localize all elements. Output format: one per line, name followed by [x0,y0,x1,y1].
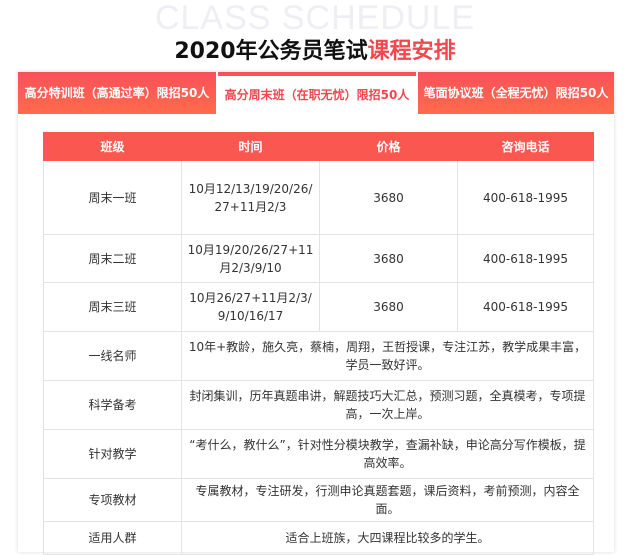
feature-label: 专项教材 [43,478,182,522]
class-time: 10月12/13/19/20/26/27+11月2/3 [181,160,320,235]
table-row: 周末二班 10月19/20/26/27+11月2/3/9/10 3680 400-61… [43,234,594,283]
header-phone: 咨询电话 [457,132,594,161]
class-name: 周末二班 [43,234,182,283]
tab-agreement[interactable]: 笔面协议班（全程无忧）限招50人 [418,72,614,114]
feature-label: 科学备考 [43,380,182,430]
schedule-table: 班级 时间 价格 咨询电话 周末一班 10月12/13/19/20/26/27+1… [43,132,594,555]
class-price: 3680 [319,282,458,332]
feature-desc: 适合上班族，大四课程比较多的学生。 [181,521,594,555]
class-name: 周末一班 [43,160,182,235]
feature-row: 科学备考 封闭集训，历年真题串讲，解题技巧大汇总，预测习题，全真模考，专项提高，一… [43,380,594,430]
schedule-card: 高分特训班（高通过率）限招50人 高分周末班（在职无忧）限招50人 笔面协议班（… [18,72,614,555]
feature-desc: 封闭集训，历年真题串讲，解题技巧大汇总，预测习题，全真模考，专项提高，一次上岸。 [181,380,594,430]
table-row: 周末一班 10月12/13/19/20/26/27+11月2/3 3680 400-6… [43,160,594,235]
title-red: 课程安排 [367,39,456,64]
class-phone: 400-618-1995 [457,234,594,283]
feature-row: 适用人群 适合上班族，大四课程比较多的学生。 [43,521,594,555]
feature-row: 专项教材 专属教材，专注研发，行测申论真题套题，课后资料，考前预测，内容全面。 [43,478,594,522]
feature-label: 一线名师 [43,331,182,381]
table-row: 周末三班 10月26/27+11月2/3/9/10/16/17 3680 400-61… [43,282,594,332]
class-price: 3680 [319,160,458,235]
page-title: 2020年公务员笔试课程安排 [0,38,630,66]
class-time: 10月19/20/26/27+11月2/3/9/10 [181,234,320,283]
feature-label: 针对教学 [43,429,182,479]
class-phone: 400-618-1995 [457,282,594,332]
class-price: 3680 [319,234,458,283]
feature-desc: 10年+教龄，施久亮，蔡楠，周翔，王哲授课，专注江苏，教学成果丰富，学员一致好评… [181,331,594,381]
header-class: 班级 [43,132,182,161]
class-time: 10月26/27+11月2/3/9/10/16/17 [181,282,320,332]
header-time: 时间 [181,132,320,161]
feature-label: 适用人群 [43,521,182,555]
watermark: CLASS SCHEDULE [154,0,476,37]
class-phone: 400-618-1995 [457,160,594,235]
feature-desc: “考什么，教什么”，针对性分模块教学，查漏补缺，申论高分写作模板，提高效率。 [181,429,594,479]
feature-desc: 专属教材，专注研发，行测申论真题套题，课后资料，考前预测，内容全面。 [181,478,594,522]
feature-row: 一线名师 10年+教龄，施久亮，蔡楠，周翔，王哲授课，专注江苏，教学成果丰富，学员… [43,331,594,381]
header-price: 价格 [319,132,458,161]
class-name: 周末三班 [43,282,182,332]
tab-weekend[interactable]: 高分周末班（在职无忧）限招50人 [218,72,416,114]
tab-intensive[interactable]: 高分特训班（高通过率）限招50人 [18,72,216,114]
title-black: 2020年公务员笔试 [174,39,368,64]
feature-row: 针对教学 “考什么，教什么”，针对性分模块教学，查漏补缺，申论高分写作模板，提高效… [43,429,594,479]
table-header: 班级 时间 价格 咨询电话 [43,132,594,161]
